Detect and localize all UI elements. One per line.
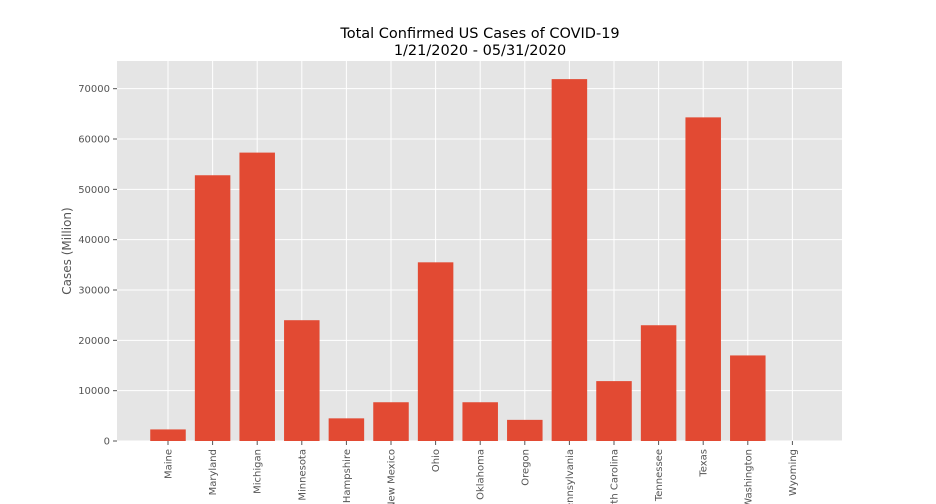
x-tick-label: New Hampshire: [342, 449, 353, 504]
chart-title: Total Confirmed US Cases of COVID-19: [339, 26, 619, 42]
x-tick-label: Minnesota: [297, 449, 308, 501]
bars: [150, 79, 766, 442]
bar-new-mexico: [373, 402, 409, 441]
x-tick-label: Maine: [164, 449, 175, 479]
x-tick-label: Washington: [743, 449, 754, 504]
bar-pennsylvania: [551, 79, 588, 441]
y-tick-label: 60000: [78, 135, 110, 146]
bar-michigan: [239, 152, 275, 441]
x-tick-label: Michigan: [253, 449, 264, 494]
bar-oklahoma: [462, 402, 498, 441]
y-axis-ticks: 0 10000 20000 30000 40000 50000 60000 70000: [78, 84, 117, 448]
bar-ohio: [417, 262, 454, 441]
bar-minnesota: [284, 320, 320, 441]
y-tick-label: 50000: [78, 185, 110, 196]
x-tick-label: New Mexico: [387, 449, 398, 504]
bar-texas: [685, 117, 721, 442]
x-tick-label: Ohio: [431, 449, 442, 472]
chart-subtitle: 1/21/2020 - 05/31/2020: [394, 43, 566, 59]
x-tick-label: Maryland: [208, 449, 219, 495]
bar-maine: [150, 429, 186, 441]
x-axis-ticks: Maine Maryland Michigan Minnesota New Hampsh…: [164, 441, 799, 504]
x-tick-label: Texas: [699, 449, 710, 478]
x-tick-label: Pennsylvania: [565, 449, 576, 504]
x-tick-label: Oklahoma: [476, 449, 487, 500]
x-tick-label: Wyoming: [788, 449, 799, 496]
x-tick-label: North Carolina: [610, 449, 621, 504]
y-axis-label: Cases (Million): [60, 207, 74, 294]
x-tick-label: Oregon: [520, 449, 531, 486]
x-tick-label: Tennessee: [654, 449, 665, 502]
y-tick-label: 30000: [78, 286, 110, 297]
y-tick-label: 40000: [78, 235, 110, 246]
bar-washington: [730, 355, 766, 441]
bar-oregon: [507, 419, 543, 441]
plot-background: [117, 61, 842, 441]
bar-maryland: [194, 175, 231, 442]
y-tick-label: 10000: [78, 386, 110, 397]
bar-new-hampshire: [328, 418, 365, 441]
y-tick-label: 20000: [78, 336, 110, 347]
bar-north-carolina: [596, 381, 632, 441]
bar-tennessee: [640, 325, 677, 441]
y-tick-label: 0: [104, 437, 110, 448]
y-tick-label: 70000: [78, 84, 110, 95]
